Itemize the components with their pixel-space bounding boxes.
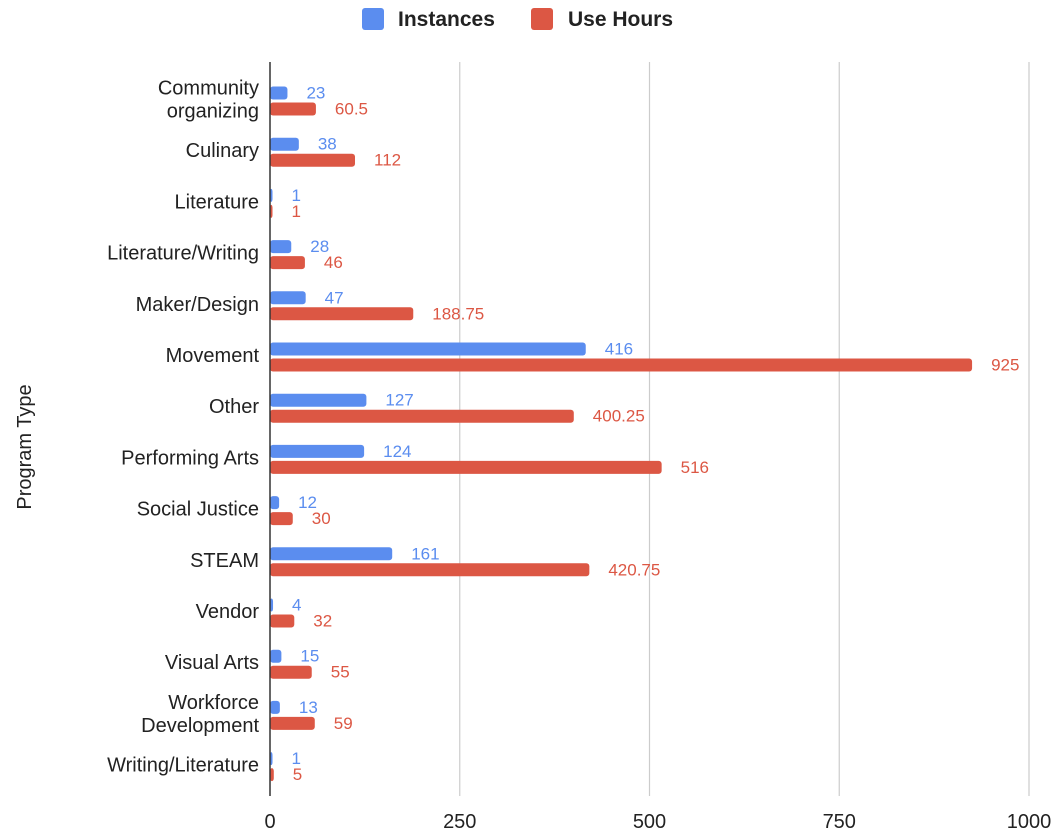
bar-use-hours <box>270 358 973 372</box>
data-label-use-hours: 60.5 <box>335 100 368 119</box>
data-label-instances: 1 <box>292 186 301 205</box>
data-label-use-hours: 516 <box>681 458 709 477</box>
bar-use-hours <box>270 102 316 116</box>
bar-instances <box>270 86 288 100</box>
category-label: Writing/Literature <box>107 755 259 777</box>
axes: 0 250 500 750 1000 Program Type Communityorgan… <box>14 62 1051 833</box>
bar-use-hours <box>270 716 315 730</box>
legend-swatch-use-hours <box>531 8 553 30</box>
data-label-instances: 124 <box>383 442 411 461</box>
bar-instances <box>270 598 274 612</box>
data-label-instances: 23 <box>306 84 325 103</box>
legend: Instances Use Hours <box>362 8 673 31</box>
bar-instances <box>270 291 306 305</box>
bar-instances <box>270 393 367 407</box>
category-label: Workforce <box>168 692 259 714</box>
category-label: Community <box>158 78 259 100</box>
category-label: Other <box>209 396 259 418</box>
data-label-use-hours: 1 <box>292 202 301 221</box>
data-label-instances: 161 <box>411 544 439 563</box>
category-label: Development <box>141 715 259 737</box>
data-label-instances: 127 <box>385 391 413 410</box>
legend-label-instances: Instances <box>398 8 495 31</box>
bar-instances <box>270 137 299 151</box>
data-label-use-hours: 46 <box>324 253 343 272</box>
legend-label-use-hours: Use Hours <box>568 8 673 31</box>
bar-use-hours <box>270 665 312 679</box>
data-label-use-hours: 925 <box>991 356 1019 375</box>
category-label: Performing Arts <box>121 447 259 469</box>
data-label-instances: 416 <box>605 340 633 359</box>
data-label-use-hours: 30 <box>312 509 331 528</box>
data-label-instances: 38 <box>318 135 337 154</box>
legend-swatch-instances <box>362 8 384 30</box>
bar-use-hours <box>270 256 305 270</box>
category-label: Literature <box>175 191 260 213</box>
category-label: Maker/Design <box>136 294 259 316</box>
data-label-use-hours: 188.75 <box>432 304 484 323</box>
x-tick-label: 0 <box>264 811 275 833</box>
data-label-instances: 1 <box>292 749 301 768</box>
bar-instances <box>270 342 586 356</box>
data-label-instances: 4 <box>292 596 301 615</box>
x-tick-label: 500 <box>633 811 666 833</box>
data-label-use-hours: 5 <box>293 765 302 784</box>
x-tick-label: 1000 <box>1007 811 1052 833</box>
gridlines <box>459 62 1030 796</box>
bars <box>270 86 973 782</box>
bar-use-hours <box>270 768 274 782</box>
data-label-use-hours: 400.25 <box>593 407 645 426</box>
data-label-use-hours: 55 <box>331 663 350 682</box>
category-label: Social Justice <box>137 499 259 521</box>
y-axis-title: Program Type <box>14 384 36 509</box>
bar-instances <box>270 649 282 663</box>
data-label-use-hours: 59 <box>334 714 353 733</box>
data-label-instances: 12 <box>298 493 317 512</box>
data-label-use-hours: 32 <box>313 612 332 631</box>
data-label-use-hours: 420.75 <box>608 560 660 579</box>
bar-use-hours <box>270 563 590 577</box>
data-labels: 2360.53811211284647188.75416925127400.25… <box>292 84 1020 785</box>
bar-use-hours <box>270 512 293 526</box>
category-label: STEAM <box>190 550 259 572</box>
data-label-instances: 13 <box>299 698 318 717</box>
bar-use-hours <box>270 307 414 321</box>
x-tick-label: 250 <box>443 811 476 833</box>
bar-use-hours <box>270 460 662 474</box>
category-label: Visual Arts <box>165 652 259 674</box>
bar-instances <box>270 444 365 458</box>
bar-use-hours <box>270 409 574 423</box>
data-label-instances: 47 <box>325 288 344 307</box>
data-label-instances: 15 <box>300 647 319 666</box>
data-label-use-hours: 112 <box>374 151 401 170</box>
x-tick-label: 750 <box>823 811 856 833</box>
category-label: organizing <box>167 101 259 123</box>
data-label-instances: 28 <box>310 237 329 256</box>
bar-use-hours <box>270 153 356 167</box>
category-label: Culinary <box>186 140 259 162</box>
category-label: Literature/Writing <box>107 243 259 265</box>
bar-use-hours <box>270 614 295 628</box>
bar-instances <box>270 700 280 714</box>
bar-instances <box>270 240 292 254</box>
bar-instances <box>270 496 280 510</box>
category-label: Movement <box>166 345 260 367</box>
bar-instances <box>270 547 393 561</box>
category-label: Vendor <box>196 601 260 623</box>
